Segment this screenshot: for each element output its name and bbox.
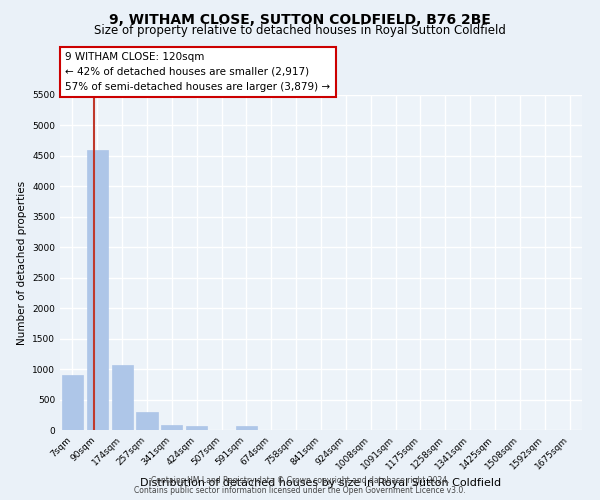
Text: Contains public sector information licensed under the Open Government Licence v3: Contains public sector information licen… [134, 486, 466, 495]
Text: Size of property relative to detached houses in Royal Sutton Coldfield: Size of property relative to detached ho… [94, 24, 506, 37]
Text: 9 WITHAM CLOSE: 120sqm
← 42% of detached houses are smaller (2,917)
57% of semi-: 9 WITHAM CLOSE: 120sqm ← 42% of detached… [65, 52, 331, 92]
X-axis label: Distribution of detached houses by size in Royal Sutton Coldfield: Distribution of detached houses by size … [140, 478, 502, 488]
Bar [112, 365, 133, 430]
Bar [161, 425, 182, 430]
Text: 9, WITHAM CLOSE, SUTTON COLDFIELD, B76 2BE: 9, WITHAM CLOSE, SUTTON COLDFIELD, B76 2… [109, 12, 491, 26]
Y-axis label: Number of detached properties: Number of detached properties [17, 180, 26, 344]
Bar [136, 412, 158, 430]
Bar [87, 150, 108, 430]
Bar [186, 426, 207, 430]
Bar [62, 375, 83, 430]
Text: Contains HM Land Registry data © Crown copyright and database right 2024.: Contains HM Land Registry data © Crown c… [151, 476, 449, 485]
Bar [236, 426, 257, 430]
